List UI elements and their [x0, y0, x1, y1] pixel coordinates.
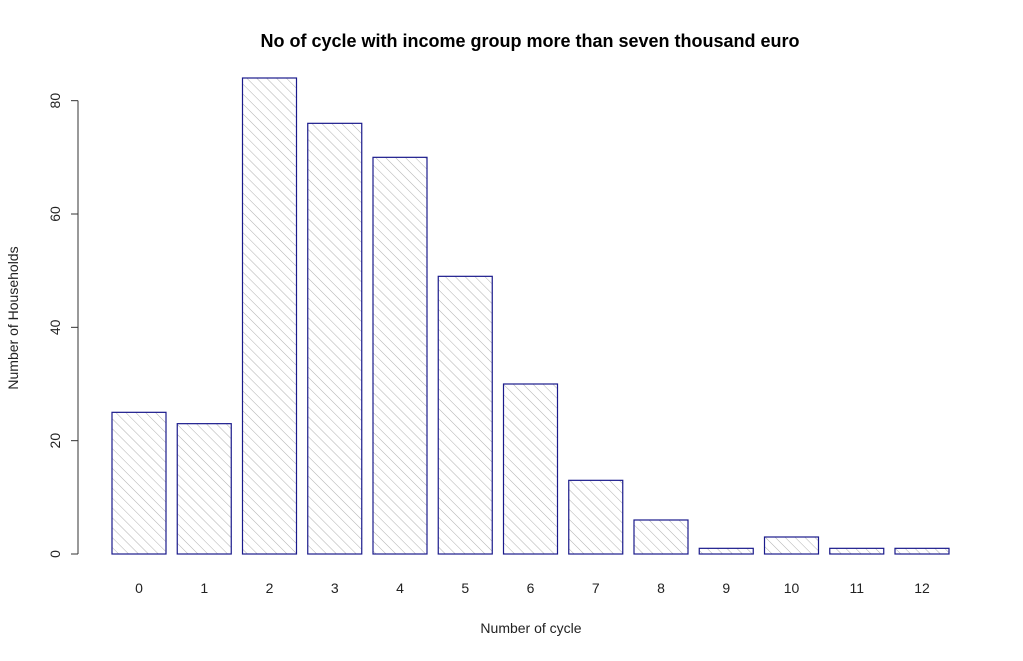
x-tick-label: 9: [722, 580, 730, 596]
bar-1: [176, 423, 232, 555]
x-tick-label: 6: [527, 580, 535, 596]
x-tick-label: 7: [592, 580, 600, 596]
x-tick-labels: 0 1 2 3 4 5 6 7 8 9 10 11 12: [135, 580, 930, 596]
x-tick-label: 1: [200, 580, 208, 596]
x-tick-label: 0: [135, 580, 143, 596]
x-tick-label: 8: [657, 580, 665, 596]
y-axis: 0 20 40 60 80: [47, 93, 79, 558]
bar-2: [241, 77, 298, 555]
bar-7: [568, 479, 624, 555]
x-tick-label: 11: [849, 580, 864, 596]
bar-10: [763, 536, 820, 555]
x-tick-label: 2: [266, 580, 274, 596]
bar-9: [698, 547, 754, 555]
bar-12: [894, 547, 950, 555]
x-tick-label: 10: [784, 580, 800, 596]
bar-11: [829, 547, 885, 555]
x-tick-label: 5: [461, 580, 469, 596]
y-axis-label: Number of Households: [5, 246, 21, 389]
y-tick-label: 40: [47, 319, 63, 335]
bars-group: [111, 77, 950, 555]
x-tick-label: 4: [396, 580, 404, 596]
bar-3: [307, 122, 363, 555]
y-tick-label: 0: [47, 550, 63, 558]
bar-6: [502, 383, 559, 555]
y-tick-label: 80: [47, 93, 63, 109]
bar-0: [111, 411, 167, 555]
x-tick-label: 12: [914, 580, 930, 596]
x-tick-label: 3: [331, 580, 339, 596]
x-axis-label: Number of cycle: [480, 620, 581, 636]
chart-title: No of cycle with income group more than …: [260, 31, 799, 51]
bar-5: [437, 275, 493, 555]
bar-4: [372, 156, 428, 555]
y-tick-label: 60: [47, 206, 63, 222]
bar-8: [633, 519, 689, 555]
y-tick-label: 20: [47, 433, 63, 449]
